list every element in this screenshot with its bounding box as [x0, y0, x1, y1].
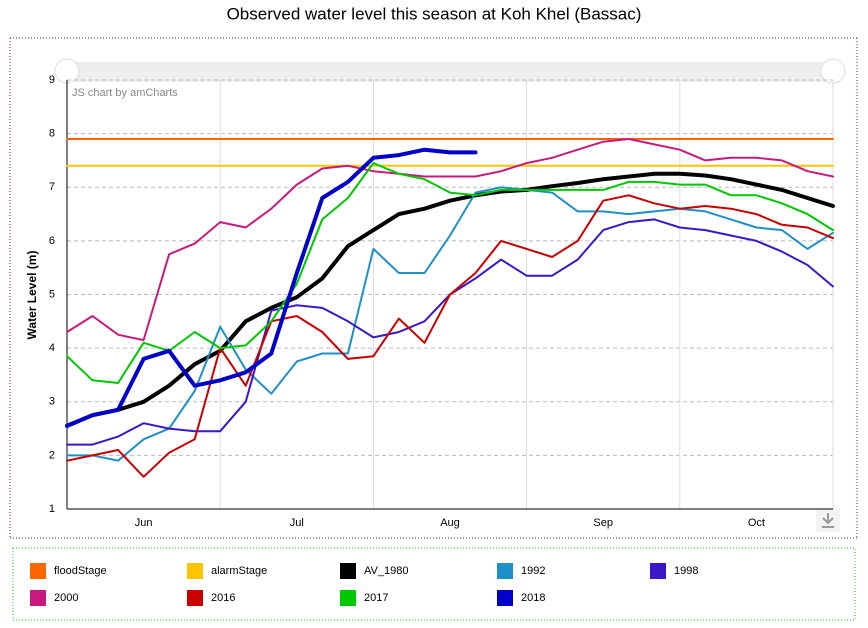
y-axis-label: Water Level (m): [25, 251, 39, 340]
legend-swatch: [30, 590, 46, 606]
legend-label: floodStage: [54, 565, 107, 577]
y-tick-label: 1: [49, 503, 55, 515]
legend-swatch: [30, 563, 46, 579]
legend-swatch: [340, 563, 356, 579]
legend-swatch: [187, 590, 203, 606]
credit: JS chart by amCharts: [72, 87, 178, 99]
y-tick-label: 8: [49, 128, 55, 140]
y-tick-label: 5: [49, 288, 55, 300]
legend-label: 2016: [211, 592, 235, 604]
series-line: [66, 186, 834, 462]
legend-label: 2017: [364, 592, 388, 604]
scroll-handle[interactable]: [54, 58, 80, 84]
x-tick-label: Oct: [748, 517, 765, 529]
series-line: [65, 147, 478, 428]
legend-label: alarmStage: [211, 565, 267, 577]
y-tick-label: 9: [49, 74, 55, 86]
series-line: [66, 194, 834, 478]
x-tick-label: Aug: [440, 517, 460, 529]
legend-label: AV_1980: [364, 565, 408, 577]
legend-label: 1992: [521, 565, 545, 577]
x-tick-label: Sep: [593, 517, 613, 529]
x-tick-label: Jun: [135, 517, 153, 529]
legend-label: 1998: [674, 565, 698, 577]
chart-title: Observed water level this season at Koh …: [227, 4, 642, 23]
series-line: [65, 171, 835, 428]
series-line: [66, 138, 834, 342]
download-icon[interactable]: [816, 508, 840, 532]
legend-swatch: [187, 563, 203, 579]
y-tick-label: 6: [49, 235, 55, 247]
y-tick-label: 7: [49, 181, 55, 193]
legend-swatch: [497, 563, 513, 579]
y-tick-label: 3: [49, 396, 55, 408]
scroll-handle[interactable]: [820, 58, 846, 84]
legend-label: 2000: [54, 592, 78, 604]
legend-swatch: [650, 563, 666, 579]
legend-swatch: [497, 590, 513, 606]
y-tick-label: 2: [49, 449, 55, 461]
scrollbar[interactable]: [67, 62, 833, 82]
y-tick-label: 4: [49, 342, 55, 354]
legend-box: [12, 547, 856, 621]
series-line: [66, 162, 834, 384]
legend-swatch: [340, 590, 356, 606]
legend-label: 2018: [521, 592, 545, 604]
x-tick-label: Jul: [290, 517, 304, 529]
